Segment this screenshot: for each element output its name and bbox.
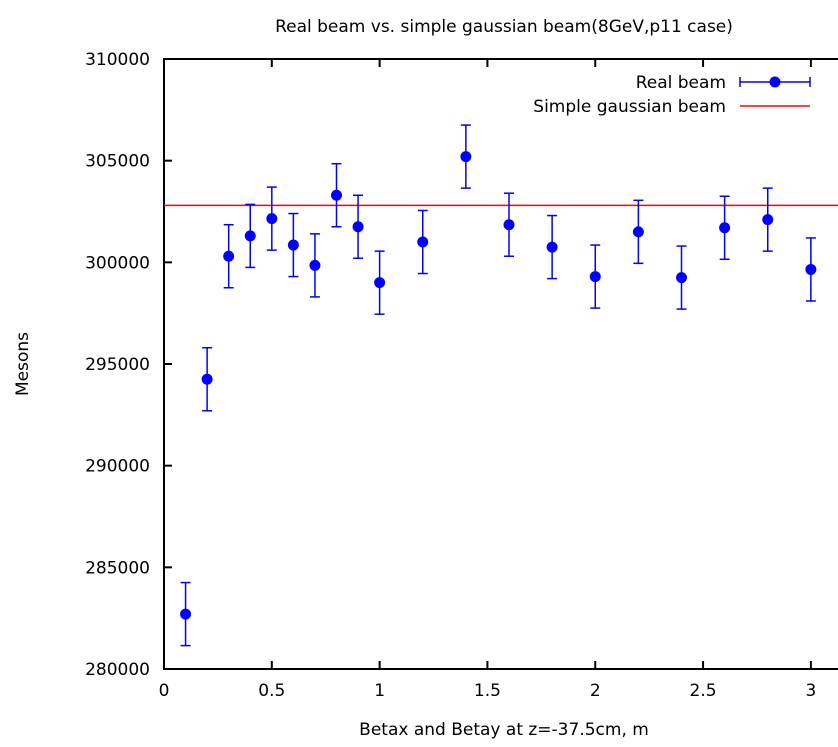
legend-label-simple-gaussian-beam: Simple gaussian beam — [533, 97, 726, 117]
series-layer — [164, 124, 838, 647]
data-point — [266, 213, 278, 225]
data-point-group — [676, 245, 687, 310]
legend-point — [769, 76, 781, 88]
data-point-group — [309, 233, 321, 298]
legend-label-real-beam: Real beam — [636, 73, 726, 93]
data-point — [460, 151, 472, 163]
data-point-group — [460, 124, 472, 189]
x-tick-label: 3 — [805, 681, 816, 701]
data-point — [503, 219, 515, 231]
y-tick-label: 305000 — [85, 152, 150, 172]
data-point-group — [352, 194, 364, 260]
legend: Real beam Simple gaussian beam — [533, 73, 811, 117]
x-tick-label: 2 — [590, 681, 601, 701]
data-point-group — [223, 223, 235, 289]
x-tick-label: 0 — [159, 681, 170, 701]
y-tick-label: 285000 — [85, 558, 150, 578]
data-point-group — [266, 186, 278, 251]
x-axis: 0 0.5 1 1.5 2 2.5 3 — [159, 59, 816, 701]
data-point — [244, 230, 256, 242]
data-point — [589, 271, 601, 283]
legend-marker-real-beam — [739, 76, 811, 88]
data-point — [762, 214, 774, 226]
data-point — [719, 222, 731, 234]
data-point — [546, 241, 558, 253]
data-point — [287, 239, 299, 251]
y-tick-label: 310000 — [85, 50, 150, 70]
data-point-group — [180, 581, 192, 647]
data-point — [180, 608, 192, 620]
plot-border — [163, 58, 838, 670]
data-point — [417, 236, 429, 248]
y-tick-label: 290000 — [85, 457, 150, 477]
data-point-group — [805, 237, 817, 302]
data-point — [331, 189, 342, 201]
x-tick-label: 1.5 — [474, 681, 501, 701]
data-point-group — [331, 162, 342, 228]
data-point — [374, 277, 386, 289]
data-point — [223, 250, 235, 262]
y-tick-label: 300000 — [85, 253, 150, 273]
x-tick-label: 1 — [374, 681, 385, 701]
data-point — [352, 221, 364, 233]
data-point — [805, 263, 817, 275]
data-point-group — [503, 192, 515, 257]
data-point-group — [762, 187, 774, 252]
data-point-group — [201, 346, 213, 412]
chart-title: Real beam vs. simple gaussian beam(8GeV,… — [275, 17, 733, 37]
data-point-group — [719, 195, 731, 261]
y-tick-label: 295000 — [85, 355, 150, 375]
data-point-group — [589, 244, 601, 309]
data-point-group — [287, 212, 299, 278]
data-point — [309, 259, 321, 271]
data-point — [676, 272, 687, 284]
data-point-group — [632, 199, 644, 265]
data-point — [201, 373, 213, 385]
y-axis: 280000 285000 290000 295000 300000 305000 3100… — [85, 50, 172, 680]
plot-area — [163, 58, 838, 670]
x-tick-label: 0.5 — [258, 681, 285, 701]
data-point — [632, 226, 644, 238]
data-point-group — [417, 209, 429, 275]
y-tick-label: 280000 — [85, 660, 150, 680]
y-axis-label: Mesons — [13, 332, 33, 396]
data-point-group — [374, 250, 386, 315]
x-tick-label: 2.5 — [690, 681, 717, 701]
data-point-group — [244, 203, 256, 269]
data-point-group — [546, 214, 558, 280]
x-axis-label: Betax and Betay at z=-37.5cm, m — [359, 720, 649, 740]
